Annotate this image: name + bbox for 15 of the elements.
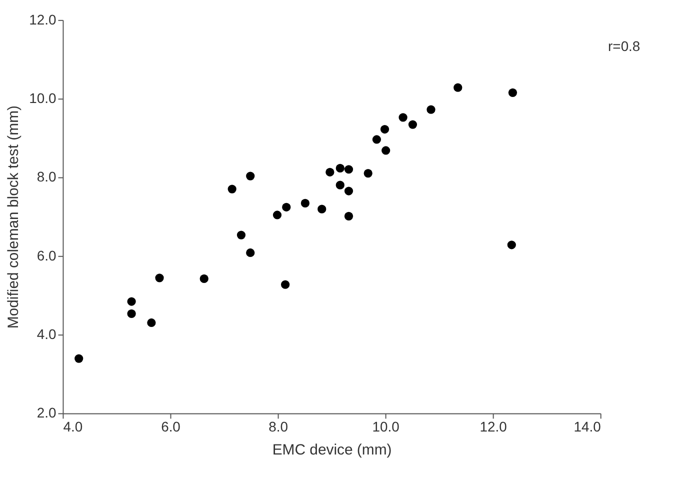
text: r=0.8 (608, 38, 640, 54)
x-tick-label: 10.0 (372, 418, 400, 435)
x-tick-label: 6.0 (161, 418, 181, 435)
y-tick-label: 8.0 (36, 168, 57, 185)
x-tick-label: 14.0 (574, 418, 602, 435)
y-tick-label: 12.0 (29, 11, 56, 28)
x-tick-label: 12.0 (480, 418, 508, 435)
x-tick-label: 8.0 (268, 418, 288, 435)
y-axis-title: Modified coleman block test (mm) (5, 106, 22, 329)
y-tick-label: 10.0 (29, 90, 56, 106)
y-tick-label: 2.0 (36, 404, 57, 421)
y-tick-label: 4.0 (36, 326, 57, 342)
x-tick-label: 4.0 (63, 418, 83, 435)
y-tick-label: 6.0 (36, 247, 57, 264)
x-axis-title: EMC device (mm) (272, 442, 392, 459)
